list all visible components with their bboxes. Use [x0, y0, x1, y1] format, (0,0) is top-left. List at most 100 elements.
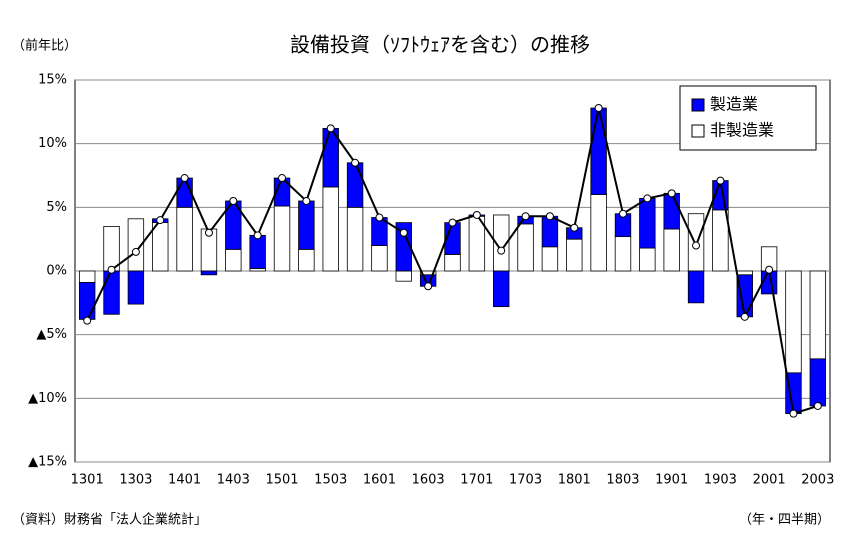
- bar-segment: [785, 270, 802, 374]
- bar-segment: [590, 194, 607, 272]
- bar-segment: [395, 270, 412, 282]
- bar-segment: [346, 162, 364, 208]
- line-marker: [351, 158, 360, 167]
- bar-segment: [298, 200, 315, 250]
- x-tick-label: 1803: [606, 473, 639, 488]
- legend-swatch: [691, 124, 705, 138]
- line-marker: [424, 282, 433, 291]
- y-tick-label: 5%: [46, 200, 67, 215]
- line-marker: [253, 231, 262, 240]
- bar-segment: [590, 107, 607, 196]
- legend-swatch: [691, 98, 705, 112]
- legend-label: 非製造業: [710, 121, 774, 140]
- x-tick-label: 1503: [314, 473, 347, 488]
- line-marker: [448, 218, 457, 227]
- y-tick-label: 0%: [46, 264, 67, 279]
- bar-segment: [200, 270, 218, 276]
- source-note: （資料）財務省「法人企業統計」: [12, 512, 207, 528]
- bar-segment: [273, 205, 291, 272]
- bar-segment: [614, 236, 632, 272]
- line-marker: [472, 210, 481, 219]
- bar-segment: [736, 270, 753, 276]
- bar-segment: [78, 270, 96, 283]
- x-tick-label: 1403: [217, 473, 250, 488]
- bar-segment: [298, 248, 315, 272]
- line-marker: [399, 228, 408, 237]
- line-marker: [692, 241, 701, 250]
- x-tick-label: 1903: [704, 473, 737, 488]
- bar-segment: [687, 270, 705, 304]
- x-tick-label: 1701: [460, 473, 493, 488]
- line-marker: [765, 265, 774, 274]
- bar-segment: [566, 238, 583, 272]
- line-marker: [278, 174, 287, 183]
- line-marker: [521, 212, 530, 221]
- bar-segment: [103, 226, 120, 272]
- line-marker: [326, 124, 335, 133]
- line-marker: [716, 176, 725, 185]
- y-tick-label: 10%: [38, 136, 67, 151]
- line-marker: [497, 246, 506, 255]
- line-marker: [813, 401, 822, 410]
- bar-segment: [176, 206, 193, 272]
- bar-segment: [127, 270, 145, 305]
- x-tick-label: 1703: [509, 473, 542, 488]
- bar-segment: [78, 282, 96, 320]
- bar-segment: [517, 223, 534, 272]
- line-marker: [375, 213, 384, 222]
- line-marker: [570, 223, 579, 232]
- legend-label: 製造業: [710, 95, 758, 114]
- legend-box: [679, 85, 817, 151]
- line-marker: [740, 312, 749, 321]
- bar-segment: [712, 209, 729, 272]
- line-marker: [131, 247, 140, 256]
- bar-segment: [371, 245, 388, 272]
- bar-segment: [225, 248, 242, 272]
- y-tick-label: ▲5%: [36, 327, 67, 342]
- x-tick-label: 2003: [801, 473, 834, 488]
- y-tick-label: 15%: [38, 73, 67, 88]
- bar-segment: [152, 222, 169, 272]
- bar-segment: [639, 198, 656, 249]
- bar-segment: [541, 246, 559, 272]
- x-tick-label: 1401: [168, 473, 201, 488]
- bar-segment: [639, 247, 656, 272]
- x-tick-label: 1601: [363, 473, 396, 488]
- x-tick-label: 1801: [558, 473, 591, 488]
- line-marker: [156, 216, 165, 225]
- x-axis-label: （年・四半期）: [739, 513, 830, 528]
- y-tick-label: ▲10%: [28, 391, 67, 406]
- line-marker: [204, 228, 213, 237]
- y-axis-label: （前年比）: [12, 38, 77, 54]
- x-tick-label: 2001: [753, 473, 786, 488]
- bar-segment: [493, 270, 510, 308]
- bar-segment: [103, 270, 120, 315]
- line-marker: [618, 209, 627, 218]
- bar-segment: [663, 192, 680, 230]
- line-marker: [594, 104, 603, 113]
- x-tick-label: 1303: [119, 473, 152, 488]
- bar-segment: [322, 186, 339, 272]
- line-marker: [789, 409, 798, 418]
- line-marker: [302, 196, 311, 205]
- line-marker: [107, 265, 116, 274]
- bar-segment: [444, 254, 461, 272]
- line-marker: [229, 196, 238, 205]
- x-tick-label: 1901: [655, 473, 688, 488]
- x-tick-label: 1301: [71, 473, 104, 488]
- y-tick-label: ▲15%: [28, 455, 67, 470]
- bar-segment: [249, 234, 266, 269]
- bar-segment: [809, 270, 827, 360]
- line-marker: [83, 316, 92, 325]
- line-marker: [643, 194, 652, 203]
- chart-title: 設備投資（ｿﾌﾄｳｪｱを含む）の推移: [290, 33, 590, 57]
- bar-segment: [541, 215, 559, 248]
- x-tick-label: 1603: [412, 473, 445, 488]
- x-tick-label: 1501: [265, 473, 298, 488]
- line-marker: [180, 174, 189, 183]
- bar-segment: [663, 228, 680, 272]
- line-marker: [667, 189, 676, 198]
- bar-segment: [809, 358, 827, 407]
- line-marker: [545, 212, 554, 221]
